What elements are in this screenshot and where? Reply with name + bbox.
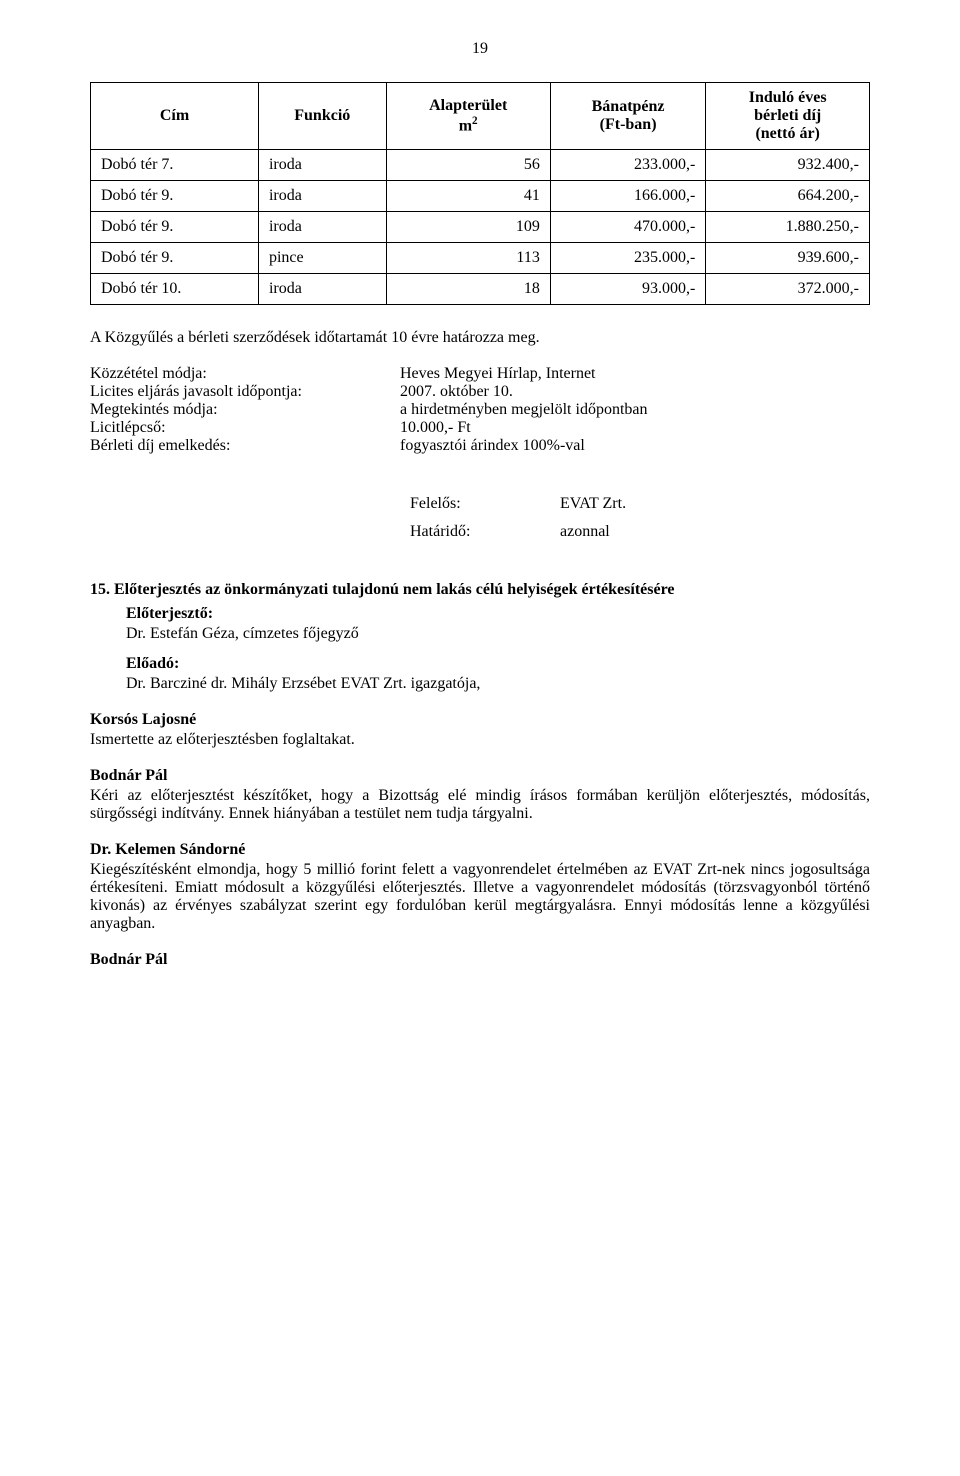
- speakers-block: Korsós Lajosné Ismertette az előterjeszté…: [90, 711, 870, 969]
- detail-key: Közzététel módja:: [90, 365, 400, 383]
- cell-banatpenz: 233.000,-: [550, 150, 706, 181]
- col-header-cim: Cím: [91, 83, 259, 150]
- detail-value: Heves Megyei Hírlap, Internet: [400, 365, 870, 383]
- cell-m2: 18: [386, 274, 550, 305]
- page-container: 19 Cím Funkció Alapterület m2 Bánatpénz …: [0, 0, 960, 1011]
- col-header-banatpenz: Bánatpénz (Ft-ban): [550, 83, 706, 150]
- speaker-text: Kiegészítésként elmondja, hogy 5 millió …: [90, 861, 870, 933]
- detail-value: a hirdetményben megjelölt időpontban: [400, 401, 870, 419]
- cell-banatpenz: 470.000,-: [550, 212, 706, 243]
- cell-cim: Dobó tér 9.: [91, 181, 259, 212]
- cell-funkcio: pince: [258, 243, 386, 274]
- col-header-indulo: Induló éves bérleti díj (nettó ár): [706, 83, 870, 150]
- two-col-row: Felelős:EVAT Zrt.: [90, 495, 870, 513]
- detail-row: Licitlépcső:10.000,- Ft: [90, 419, 870, 437]
- detail-value: 2007. október 10.: [400, 383, 870, 401]
- detail-value: 10.000,- Ft: [400, 419, 870, 437]
- cell-cim: Dobó tér 9.: [91, 212, 259, 243]
- cell-m2: 41: [386, 181, 550, 212]
- cell-cim: Dobó tér 9.: [91, 243, 259, 274]
- cell-cim: Dobó tér 7.: [91, 150, 259, 181]
- table-row: Dobó tér 9.iroda109470.000,-1.880.250,-: [91, 212, 870, 243]
- cell-banatpenz: 166.000,-: [550, 181, 706, 212]
- col-header-indulo-3: (nettó ár): [755, 125, 819, 142]
- cell-funkcio: iroda: [258, 212, 386, 243]
- responsible-deadline-block: Felelős:EVAT Zrt.Határidő:azonnal: [90, 495, 870, 541]
- cell-indulo: 372.000,-: [706, 274, 870, 305]
- speaker-name: Dr. Kelemen Sándorné: [90, 841, 870, 859]
- detail-key: Bérleti díj emelkedés:: [90, 437, 400, 455]
- two-col-key: Felelős:: [410, 495, 560, 513]
- col-header-alapterulet-sup: 2: [472, 115, 478, 127]
- speaker-name: Bodnár Pál: [90, 767, 870, 785]
- table-header-row: Cím Funkció Alapterület m2 Bánatpénz (Ft…: [91, 83, 870, 150]
- eloado-label: Előadó:: [126, 655, 870, 673]
- paragraph-kozgyules: A Közgyűlés a bérleti szerződések időtar…: [90, 329, 870, 347]
- detail-key: Licitlépcső:: [90, 419, 400, 437]
- detail-row: Licites eljárás javasolt időpontja:2007.…: [90, 383, 870, 401]
- table-row: Dobó tér 9.pince113235.000,-939.600,-: [91, 243, 870, 274]
- detail-key: Megtekintés módja:: [90, 401, 400, 419]
- details-block: Közzététel módja:Heves Megyei Hírlap, In…: [90, 365, 870, 455]
- detail-value: fogyasztói árindex 100%-val: [400, 437, 870, 455]
- eloado-name: Dr. Barcziné dr. Mihály Erzsébet EVAT Zr…: [126, 675, 870, 693]
- col-header-indulo-1: Induló éves: [749, 89, 827, 106]
- cell-indulo: 939.600,-: [706, 243, 870, 274]
- speaker-name: Korsós Lajosné: [90, 711, 870, 729]
- speaker-text: Ismertette az előterjesztésben foglaltak…: [90, 731, 870, 749]
- col-header-funkcio: Funkció: [258, 83, 386, 150]
- table-row: Dobó tér 10.iroda1893.000,-372.000,-: [91, 274, 870, 305]
- eloterjeszto-label: Előterjesztő:: [126, 605, 870, 623]
- cell-indulo: 1.880.250,-: [706, 212, 870, 243]
- table-row: Dobó tér 9.iroda41166.000,-664.200,-: [91, 181, 870, 212]
- detail-row: Megtekintés módja:a hirdetményben megjel…: [90, 401, 870, 419]
- eloterjeszto-name: Dr. Estefán Géza, címzetes főjegyző: [126, 625, 870, 643]
- cell-indulo: 664.200,-: [706, 181, 870, 212]
- col-header-alapterulet: Alapterület m2: [386, 83, 550, 150]
- col-header-alapterulet-text: Alapterület: [429, 97, 507, 114]
- page-number: 19: [90, 40, 870, 58]
- two-col-row: Határidő:azonnal: [90, 523, 870, 541]
- rental-table: Cím Funkció Alapterület m2 Bánatpénz (Ft…: [90, 82, 870, 305]
- col-header-indulo-2: bérleti díj: [754, 107, 821, 124]
- speaker-text: Kéri az előterjesztést készítőket, hogy …: [90, 787, 870, 823]
- col-header-alapterulet-unit: m: [459, 117, 472, 134]
- speaker-name: Bodnár Pál: [90, 951, 870, 969]
- cell-indulo: 932.400,-: [706, 150, 870, 181]
- cell-funkcio: iroda: [258, 274, 386, 305]
- two-col-key: Határidő:: [410, 523, 560, 541]
- cell-m2: 113: [386, 243, 550, 274]
- cell-cim: Dobó tér 10.: [91, 274, 259, 305]
- detail-key: Licites eljárás javasolt időpontja:: [90, 383, 400, 401]
- cell-m2: 109: [386, 212, 550, 243]
- table-row: Dobó tér 7.iroda56233.000,-932.400,-: [91, 150, 870, 181]
- detail-row: Közzététel módja:Heves Megyei Hírlap, In…: [90, 365, 870, 383]
- col-header-banatpenz-text: Bánatpénz: [592, 98, 665, 115]
- section-15-title: 15. Előterjesztés az önkormányzati tulaj…: [90, 581, 870, 599]
- col-header-banatpenz-sub: (Ft-ban): [600, 116, 657, 133]
- cell-banatpenz: 235.000,-: [550, 243, 706, 274]
- section-15-body: Előterjesztő: Dr. Estefán Géza, címzetes…: [126, 605, 870, 693]
- cell-banatpenz: 93.000,-: [550, 274, 706, 305]
- two-col-value: azonnal: [560, 523, 710, 541]
- cell-funkcio: iroda: [258, 181, 386, 212]
- two-col-value: EVAT Zrt.: [560, 495, 710, 513]
- cell-m2: 56: [386, 150, 550, 181]
- detail-row: Bérleti díj emelkedés:fogyasztói árindex…: [90, 437, 870, 455]
- cell-funkcio: iroda: [258, 150, 386, 181]
